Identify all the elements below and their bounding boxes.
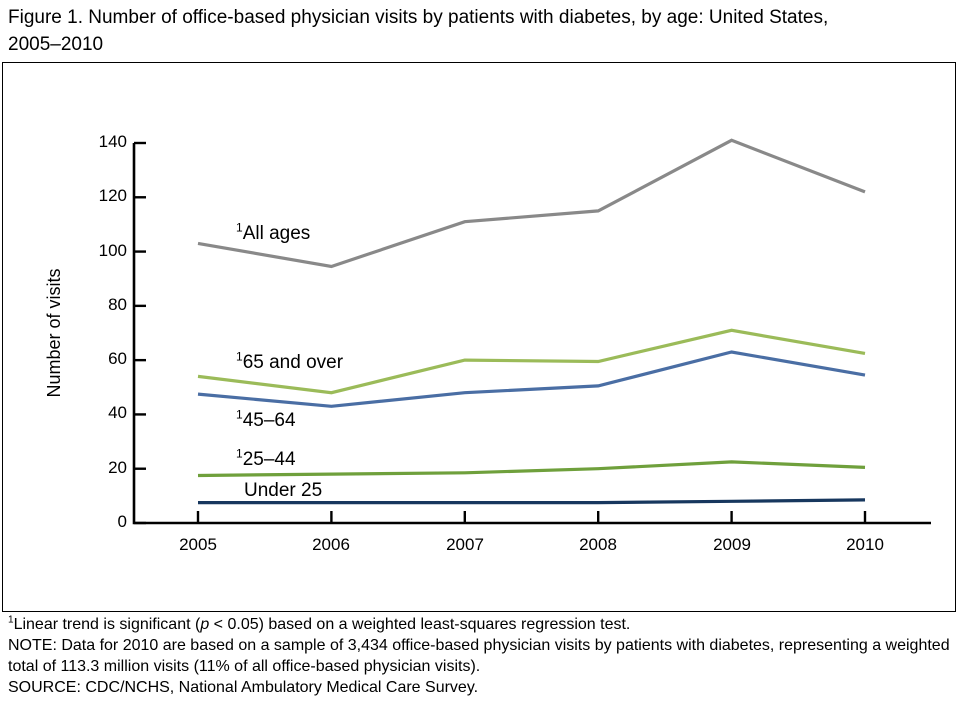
series-line-65-and-over — [197, 328, 866, 395]
footnote-marker: 1 — [236, 446, 243, 461]
y-axis-title: Number of visits — [44, 268, 64, 398]
x-tick-label: 2006 — [312, 535, 350, 554]
y-tick-label: 120 — [98, 186, 127, 205]
footnotes: 1Linear trend is significant (p < 0.05) … — [8, 614, 954, 698]
footnote-marker: 1 — [236, 220, 243, 235]
y-tick-label: 40 — [108, 403, 127, 422]
figure-title: Figure 1. Number of office-based physici… — [8, 4, 956, 58]
series-line-under-25 — [198, 498, 866, 505]
y-tick-label: 0 — [117, 512, 127, 531]
figure-title-line2: 2005–2010 — [8, 34, 104, 55]
x-tick-label: 2009 — [713, 535, 751, 554]
footnote-marker: 1 — [236, 407, 243, 422]
x-tick-label: 2005 — [179, 535, 217, 554]
series-label-under-25: Under 25 — [244, 480, 323, 501]
footnote-source: SOURCE: CDC/NCHS, National Ambulatory Me… — [8, 679, 479, 696]
series-line-45-64 — [197, 350, 866, 408]
footnote-note: NOTE: Data for 2010 are based on a sampl… — [8, 637, 950, 675]
y-tick-label: 20 — [108, 458, 127, 477]
series-label-45-64: 145–64 — [236, 407, 296, 431]
y-tick-label: 60 — [108, 349, 127, 368]
footnote-trend: 1Linear trend is significant (p < 0.05) … — [8, 614, 631, 633]
x-tick-label: 2008 — [579, 535, 617, 554]
y-tick-label: 100 — [98, 241, 127, 260]
footnote-marker: 1 — [236, 349, 243, 364]
y-tick-label: 80 — [108, 295, 127, 314]
plot-svg — [132, 138, 931, 525]
figure-title-line1: Figure 1. Number of office-based physici… — [8, 7, 829, 28]
series-line-25-44 — [197, 460, 866, 478]
chart-frame: Number of visits 140 120 100 80 60 40 20… — [2, 62, 956, 612]
series-label-65-and-over: 165 and over — [236, 349, 344, 373]
x-tick-label: 2010 — [846, 535, 884, 554]
x-tick-label: 2007 — [446, 535, 484, 554]
series-label-all-ages: 1All ages — [236, 220, 311, 244]
y-tick-label: 140 — [98, 132, 127, 151]
series-label-25-44: 125–44 — [236, 446, 296, 470]
series-line-all-ages — [197, 138, 866, 269]
